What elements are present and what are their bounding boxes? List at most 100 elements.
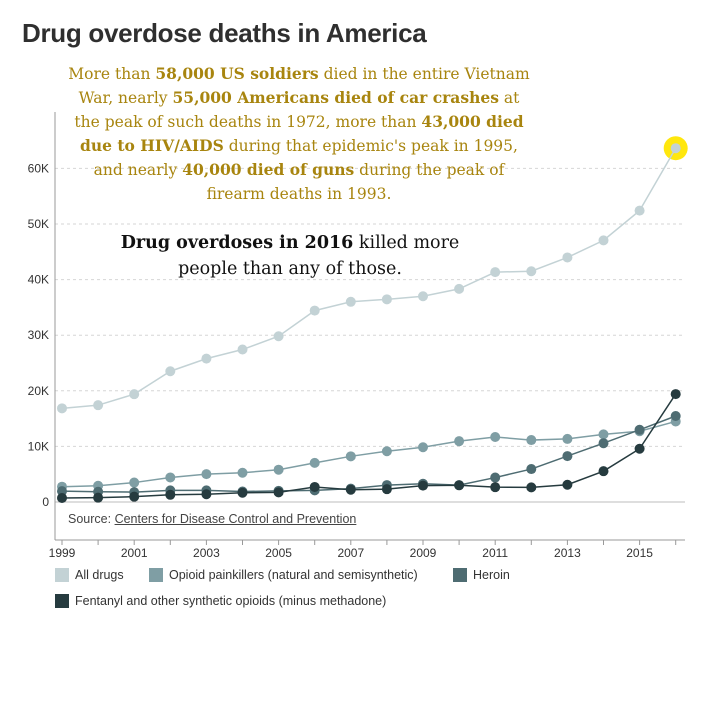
y-tick-label: 40K	[28, 273, 49, 287]
data-point	[309, 481, 320, 492]
data-point	[670, 389, 681, 400]
legend-swatch	[55, 568, 69, 582]
data-point	[634, 443, 645, 454]
x-tick-label: 2009	[410, 546, 437, 560]
data-point	[129, 389, 140, 400]
legend-swatch	[149, 568, 163, 582]
data-point	[93, 400, 104, 411]
data-point	[670, 410, 681, 421]
y-tick-label: 0	[42, 495, 49, 509]
annotation-text: died in the entire Vietnam War, nearly	[78, 65, 530, 107]
data-point	[165, 366, 176, 377]
data-point	[598, 438, 609, 449]
annotation-bold: Drug overdoses in 2016	[120, 233, 354, 253]
y-tick-label: 30K	[28, 328, 49, 342]
data-point	[526, 266, 537, 277]
data-point	[418, 480, 428, 491]
source-note: Source: Centers for Disease Control and …	[68, 512, 356, 526]
annotation-conclusion: Drug overdoses in 2016 killed more peopl…	[90, 230, 490, 282]
data-point	[273, 331, 284, 342]
x-tick-label: 2011	[482, 546, 508, 560]
data-point	[562, 451, 573, 462]
data-point	[526, 435, 537, 446]
annotation-bold: 40,000 died of guns	[182, 160, 355, 179]
annotation-text: during that epidemic's peak in 1995, and…	[93, 137, 518, 179]
series-line	[61, 147, 677, 410]
legend-label: Fentanyl and other synthetic opioids (mi…	[75, 594, 387, 608]
data-point	[273, 464, 284, 475]
data-point	[562, 479, 573, 490]
legend-item: Fentanyl and other synthetic opioids (mi…	[55, 594, 386, 608]
source-prefix: Source:	[68, 512, 115, 526]
x-tick-label: 2015	[626, 546, 653, 560]
annotation-comparison: More than 58,000 US soldiers died in the…	[68, 62, 530, 206]
y-tick-label: 50K	[28, 217, 49, 231]
x-axis: 1999 2001 2003 2005 2007 2009 2011 2013 2015	[49, 539, 685, 560]
data-point	[201, 489, 212, 500]
data-point	[526, 464, 537, 475]
annotation-text: at the peak of such deaths in 1972, more…	[74, 89, 520, 131]
series-line	[61, 415, 676, 493]
legend-swatch	[453, 568, 467, 582]
legend-swatch	[55, 594, 69, 608]
x-tick-label: 2005	[265, 546, 292, 560]
data-point	[309, 457, 320, 468]
x-tick-label: 2013	[554, 546, 581, 560]
annotation-text: More than	[68, 65, 156, 83]
y-tick-label: 10K	[28, 439, 49, 453]
grid-lines	[55, 167, 685, 503]
series-1	[57, 416, 681, 492]
series-line	[61, 393, 677, 499]
annotation-text: killed more people than any of those.	[178, 233, 460, 279]
data-point	[670, 143, 681, 154]
data-point	[454, 436, 465, 447]
data-point	[237, 487, 248, 498]
annotation-text: during the peak of firearm deaths in 199…	[206, 161, 505, 203]
data-point	[562, 252, 573, 263]
data-point	[345, 484, 356, 495]
data-point	[345, 451, 356, 462]
y-axis: 0 10K 20K 30K 40K 50K 60K	[28, 112, 56, 540]
data-point	[345, 296, 356, 307]
legend-item: Heroin	[453, 568, 510, 582]
data-point	[634, 205, 645, 216]
data-point	[454, 283, 465, 294]
legend-label: Opioid painkillers (natural and semisynt…	[169, 568, 418, 582]
legend-item: All drugs	[55, 568, 124, 582]
data-point	[490, 472, 501, 483]
data-point	[381, 484, 392, 495]
data-point	[562, 433, 573, 444]
data-point	[598, 235, 609, 246]
chart-title: Drug overdose deaths in America	[22, 18, 427, 48]
data-point	[598, 466, 609, 477]
annotation-bold: 55,000 Americans died of car crashes	[172, 88, 499, 107]
legend-label: All drugs	[75, 568, 124, 582]
data-point	[273, 487, 284, 498]
x-tick-label: 1999	[49, 546, 76, 560]
data-point	[165, 489, 176, 500]
series-0	[57, 143, 681, 414]
annotation-bold: 43,000 died due to HIV/AIDS	[80, 112, 524, 155]
data-point	[165, 472, 176, 483]
data-point	[454, 480, 465, 491]
data-point	[237, 344, 248, 355]
data-point	[237, 467, 248, 478]
data-point	[526, 482, 537, 493]
data-point	[201, 353, 212, 364]
x-tick-label: 2003	[193, 546, 220, 560]
y-tick-label: 60K	[28, 161, 49, 175]
data-point	[57, 403, 67, 414]
data-point	[57, 486, 67, 497]
data-point	[381, 294, 392, 305]
legend-label: Heroin	[473, 568, 510, 582]
data-point	[57, 492, 67, 503]
series-line	[61, 420, 676, 488]
source-link[interactable]: Centers for Disease Control and Preventi…	[114, 512, 357, 526]
series-layer	[57, 136, 688, 503]
data-point	[93, 492, 104, 503]
data-point	[309, 305, 320, 316]
data-point	[201, 469, 212, 480]
data-point	[490, 431, 501, 442]
x-tick-label: 2001	[121, 546, 148, 560]
